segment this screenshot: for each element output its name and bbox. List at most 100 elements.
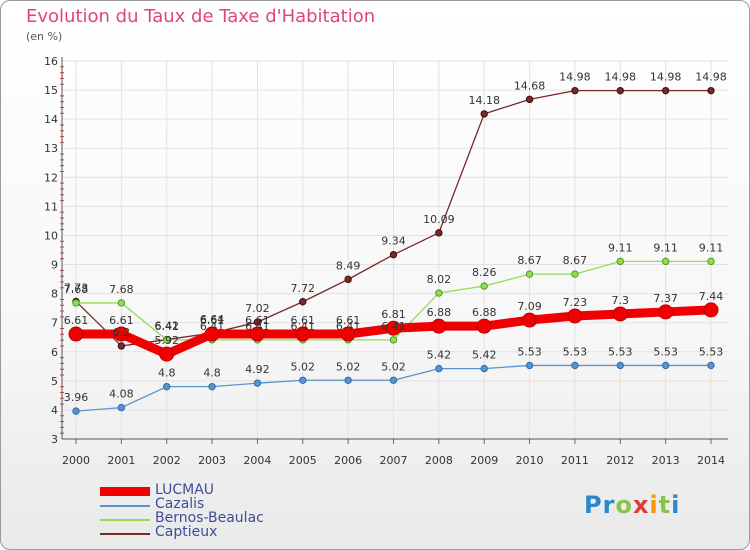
data-label-lucmau-2012: 7.3 bbox=[612, 294, 630, 307]
data-label-bernos-beaulac-2006: 6.41 bbox=[336, 320, 361, 333]
data-label-captieux-2013: 14.98 bbox=[650, 71, 682, 84]
y-tick-label-14: 14 bbox=[44, 113, 58, 126]
data-point-cazalis-2006 bbox=[344, 376, 352, 384]
data-point-captieux-2013 bbox=[661, 86, 670, 95]
data-point-bernos-beaulac-2010 bbox=[525, 270, 534, 278]
logo-letter: P bbox=[584, 491, 603, 519]
data-label-lucmau-2014: 7.44 bbox=[699, 290, 724, 303]
data-label-lucmau-2005: 6.61 bbox=[291, 314, 316, 327]
x-tick-label-2013: 2013 bbox=[652, 454, 680, 467]
data-point-captieux-2001 bbox=[117, 342, 126, 350]
data-label-lucmau-2006: 6.61 bbox=[336, 314, 361, 327]
data-point-captieux-2009 bbox=[480, 110, 488, 118]
data-point-cazalis-2004 bbox=[253, 379, 262, 387]
x-tick-label-2012: 2012 bbox=[606, 454, 634, 467]
data-label-bernos-beaulac-2000: 7.68 bbox=[64, 283, 89, 296]
legend-label-bernos-beaulac: Bernos-Beaulac bbox=[155, 510, 264, 526]
data-point-bernos-beaulac-2007 bbox=[389, 336, 398, 344]
axes: 3 4 5 6 7 8 9 10 11 12 13 14 15 16 2000 2001 2002 2003 200… bbox=[44, 55, 728, 467]
data-label-lucmau-2010: 7.09 bbox=[517, 300, 542, 313]
data-point-bernos-beaulac-2008 bbox=[435, 289, 443, 297]
data-point-cazalis-2012 bbox=[616, 361, 624, 370]
data-label-bernos-beaulac-2001: 7.68 bbox=[109, 283, 134, 296]
data-point-lucmau-2003 bbox=[204, 326, 220, 342]
data-label-cazalis-2013: 5.53 bbox=[653, 345, 678, 358]
y-tick-label-15: 15 bbox=[44, 84, 58, 97]
data-point-captieux-2006 bbox=[344, 275, 352, 284]
data-label-cazalis-2011: 5.53 bbox=[563, 345, 588, 358]
data-point-captieux-2008 bbox=[435, 229, 443, 237]
data-point-cazalis-2014 bbox=[707, 361, 715, 370]
data-label-lucmau-2009: 6.88 bbox=[472, 306, 497, 319]
logo-letter: i bbox=[649, 491, 659, 519]
data-label-captieux-2005: 7.72 bbox=[291, 282, 316, 295]
data-point-captieux-2007 bbox=[389, 250, 398, 259]
data-label-cazalis-2009: 5.42 bbox=[472, 349, 497, 362]
proxiti-logo: Proxiti bbox=[584, 491, 680, 519]
data-label-cazalis-2006: 5.02 bbox=[336, 360, 361, 373]
data-point-cazalis-2011 bbox=[571, 361, 579, 370]
data-point-cazalis-2007 bbox=[389, 376, 398, 384]
data-label-cazalis-2005: 5.02 bbox=[291, 360, 316, 373]
data-label-captieux-2014: 14.98 bbox=[695, 71, 727, 84]
legend-swatch-cazalis bbox=[100, 505, 150, 507]
data-point-lucmau-2013 bbox=[658, 304, 674, 320]
y-tick-label-3: 3 bbox=[51, 433, 58, 446]
data-point-bernos-beaulac-2000 bbox=[72, 299, 80, 307]
legend-swatch-lucmau bbox=[100, 487, 150, 496]
data-point-lucmau-2014 bbox=[703, 302, 719, 318]
data-point-cazalis-2003 bbox=[208, 382, 216, 391]
data-point-lucmau-2004 bbox=[249, 326, 265, 342]
data-label-bernos-beaulac-2009: 8.26 bbox=[472, 266, 497, 279]
data-label-bernos-beaulac-2005: 6.41 bbox=[291, 320, 316, 333]
data-point-lucmau-2001 bbox=[113, 326, 129, 342]
data-label-captieux-2007: 9.34 bbox=[381, 235, 406, 248]
data-point-bernos-beaulac-2009 bbox=[480, 282, 488, 290]
y-tick-label-13: 13 bbox=[44, 142, 58, 155]
data-point-lucmau-2011 bbox=[567, 308, 583, 324]
data-label-cazalis-2010: 5.53 bbox=[517, 345, 542, 358]
data-point-cazalis-2001 bbox=[117, 403, 126, 412]
legend-label-cazalis: Cazalis bbox=[155, 496, 205, 512]
data-point-cazalis-2010 bbox=[525, 361, 534, 370]
data-point-lucmau-2005 bbox=[295, 326, 311, 342]
data-point-cazalis-2005 bbox=[299, 376, 307, 384]
x-tick-label-2011: 2011 bbox=[561, 454, 589, 467]
data-point-captieux-2004 bbox=[253, 318, 262, 326]
data-label-lucmau-2001: 6.61 bbox=[109, 314, 134, 327]
data-labels: 7.73 6.2 6.42 6.64 7.02 7.72 8.49 9.34 10.09 14.1… bbox=[64, 71, 727, 404]
data-point-cazalis-2000 bbox=[72, 407, 80, 415]
x-tick-label-2002: 2002 bbox=[153, 454, 181, 467]
data-label-cazalis-2001: 4.08 bbox=[109, 388, 134, 401]
logo-letter: o bbox=[615, 491, 633, 519]
data-label-cazalis-2000: 3.96 bbox=[64, 391, 89, 404]
logo-letter: i bbox=[671, 491, 681, 519]
y-tick-label-6: 6 bbox=[51, 346, 58, 359]
x-tick-label-2006: 2006 bbox=[334, 454, 362, 467]
data-label-cazalis-2014: 5.53 bbox=[699, 345, 724, 358]
data-label-bernos-beaulac-2007: 6.41 bbox=[381, 320, 406, 333]
logo-letter: x bbox=[632, 491, 650, 519]
data-label-lucmau-2011: 7.23 bbox=[563, 296, 588, 309]
y-tick-label-5: 5 bbox=[51, 375, 58, 388]
data-label-captieux-2000: 7.73 bbox=[64, 281, 89, 294]
data-label-bernos-beaulac-2013: 9.11 bbox=[653, 241, 678, 254]
data-point-lucmau-2002 bbox=[159, 346, 175, 362]
y-tick-label-9: 9 bbox=[51, 259, 58, 272]
y-tick-label-16: 16 bbox=[44, 55, 58, 68]
data-point-lucmau-2012 bbox=[612, 306, 628, 322]
data-label-lucmau-2000: 6.61 bbox=[64, 314, 89, 327]
data-point-cazalis-2009 bbox=[480, 364, 488, 373]
data-label-lucmau-2003: 6.61 bbox=[200, 314, 225, 327]
data-point-bernos-beaulac-2001 bbox=[117, 299, 126, 307]
data-point-cazalis-2008 bbox=[435, 364, 443, 373]
data-label-captieux-2010: 14.68 bbox=[514, 79, 546, 92]
data-label-captieux-2004: 7.02 bbox=[245, 302, 270, 315]
data-label-lucmau-2004: 6.61 bbox=[245, 314, 270, 327]
y-tick-label-7: 7 bbox=[51, 317, 58, 330]
legend-swatch-bernos-beaulac bbox=[100, 519, 150, 521]
x-tick-label-2009: 2009 bbox=[470, 454, 498, 467]
logo-letter: r bbox=[602, 491, 616, 519]
data-label-captieux-2009: 14.18 bbox=[468, 94, 500, 107]
